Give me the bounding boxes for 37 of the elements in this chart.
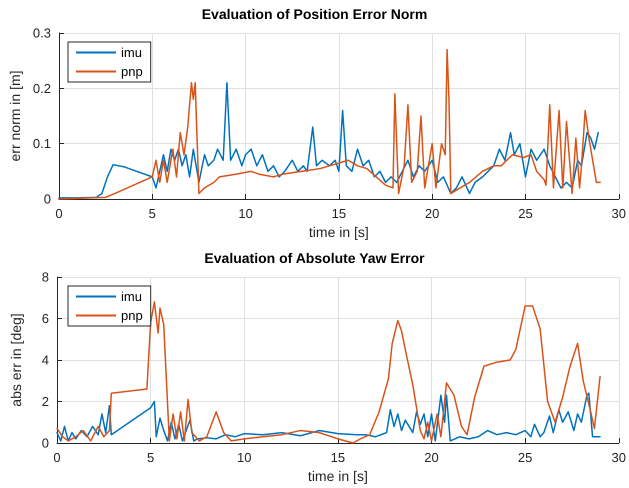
line-series <box>56 301 601 444</box>
line-series <box>58 82 599 199</box>
y-tick-label: 0 <box>44 192 51 206</box>
legend-label: pnp <box>121 308 143 323</box>
x-tick-label: 0 <box>55 206 63 221</box>
x-tick-label: 25 <box>518 206 533 221</box>
legend-label: imu <box>121 45 142 60</box>
x-tick-label: 30 <box>612 450 626 465</box>
chart-title: Evaluation of Position Error Norm <box>202 6 428 22</box>
x-tick-label: 20 <box>424 450 439 465</box>
legend-label: pnp <box>121 64 143 79</box>
chart-title: Evaluation of Absolute Yaw Error <box>204 250 426 266</box>
x-tick-label: 0 <box>53 450 61 465</box>
line-series <box>56 392 601 442</box>
y-tick-label: 0.2 <box>32 80 51 96</box>
y-tick-label: 0 <box>42 436 49 450</box>
legend-label: imu <box>121 289 142 304</box>
y-tick-label: 4 <box>42 352 49 368</box>
x-tick-label: 30 <box>612 206 626 221</box>
y-tick-label: 6 <box>42 311 49 326</box>
x-tick-label: 15 <box>330 450 346 465</box>
x-tick-label: 5 <box>147 450 154 465</box>
y-tick-label: 2 <box>42 394 49 409</box>
x-tick-label: 5 <box>148 206 156 221</box>
y-tick-label: 0.3 <box>32 26 51 40</box>
line-series <box>58 48 601 200</box>
x-tick-label: 20 <box>424 206 440 221</box>
x-tick-label: 15 <box>332 206 346 221</box>
y-tick-label: 8 <box>42 270 49 284</box>
x-tick-label: 10 <box>238 206 253 221</box>
y-tick-label: 0.1 <box>32 136 51 152</box>
y-axis-title: abs err in [deg] <box>8 313 24 407</box>
x-axis-title: time in [s] <box>308 224 369 240</box>
y-axis-title: err norm in [m] <box>7 70 23 162</box>
x-tick-label: 25 <box>518 450 532 465</box>
x-tick-label: 10 <box>237 450 252 465</box>
x-axis-title: time in [s] <box>308 468 368 484</box>
